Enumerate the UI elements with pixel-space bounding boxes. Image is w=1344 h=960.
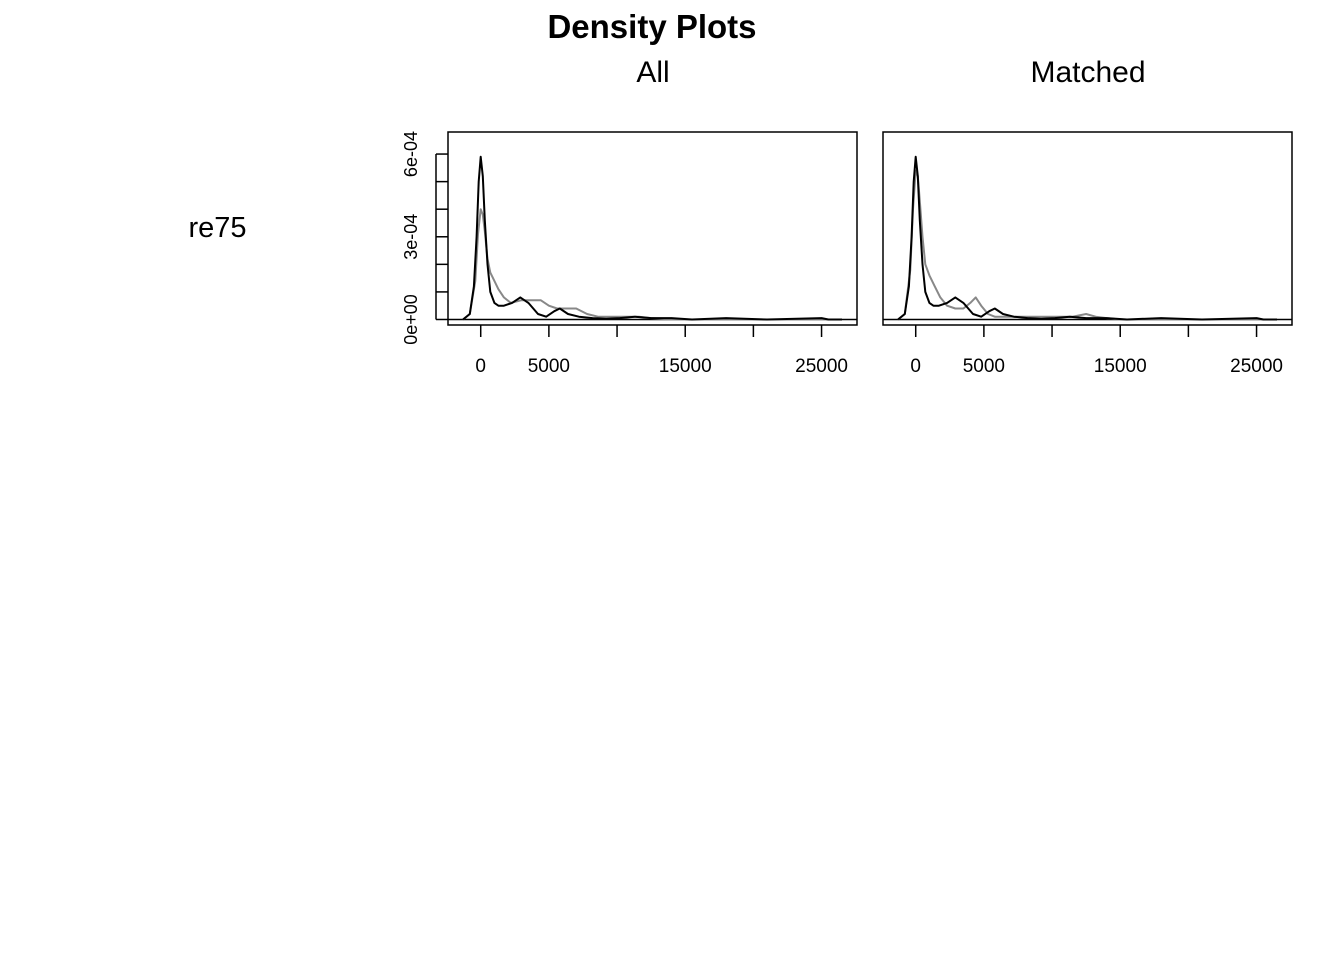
- x-tick-label-all: 0: [475, 356, 486, 377]
- x-tick-label-matched: 0: [910, 356, 921, 377]
- x-tick-label-matched: 5000: [963, 356, 1005, 377]
- plot-frame-all: [447, 131, 858, 326]
- y-tick-label: 6e-04: [401, 131, 421, 177]
- plot-frame-matched: [882, 131, 1293, 326]
- x-tick-label-matched: 25000: [1230, 356, 1283, 377]
- panel-title-all: All: [636, 56, 670, 89]
- x-tick-label-all: 5000: [528, 356, 570, 377]
- density-line-matched-treated: [897, 155, 1277, 321]
- density-line-all-treated: [462, 155, 842, 321]
- panel-title-matched: Matched: [1030, 56, 1146, 89]
- x-tick-label-all: 25000: [795, 356, 848, 377]
- y-tick-label: 0e+00: [401, 294, 421, 345]
- chart-main-title: Density Plots: [547, 8, 757, 45]
- variable-label: re75: [188, 212, 247, 244]
- density-line-all-control: [462, 208, 842, 321]
- x-tick-label-matched: 15000: [1094, 356, 1147, 377]
- y-tick-label: 3e-04: [401, 214, 421, 260]
- x-tick-label-all: 15000: [659, 356, 712, 377]
